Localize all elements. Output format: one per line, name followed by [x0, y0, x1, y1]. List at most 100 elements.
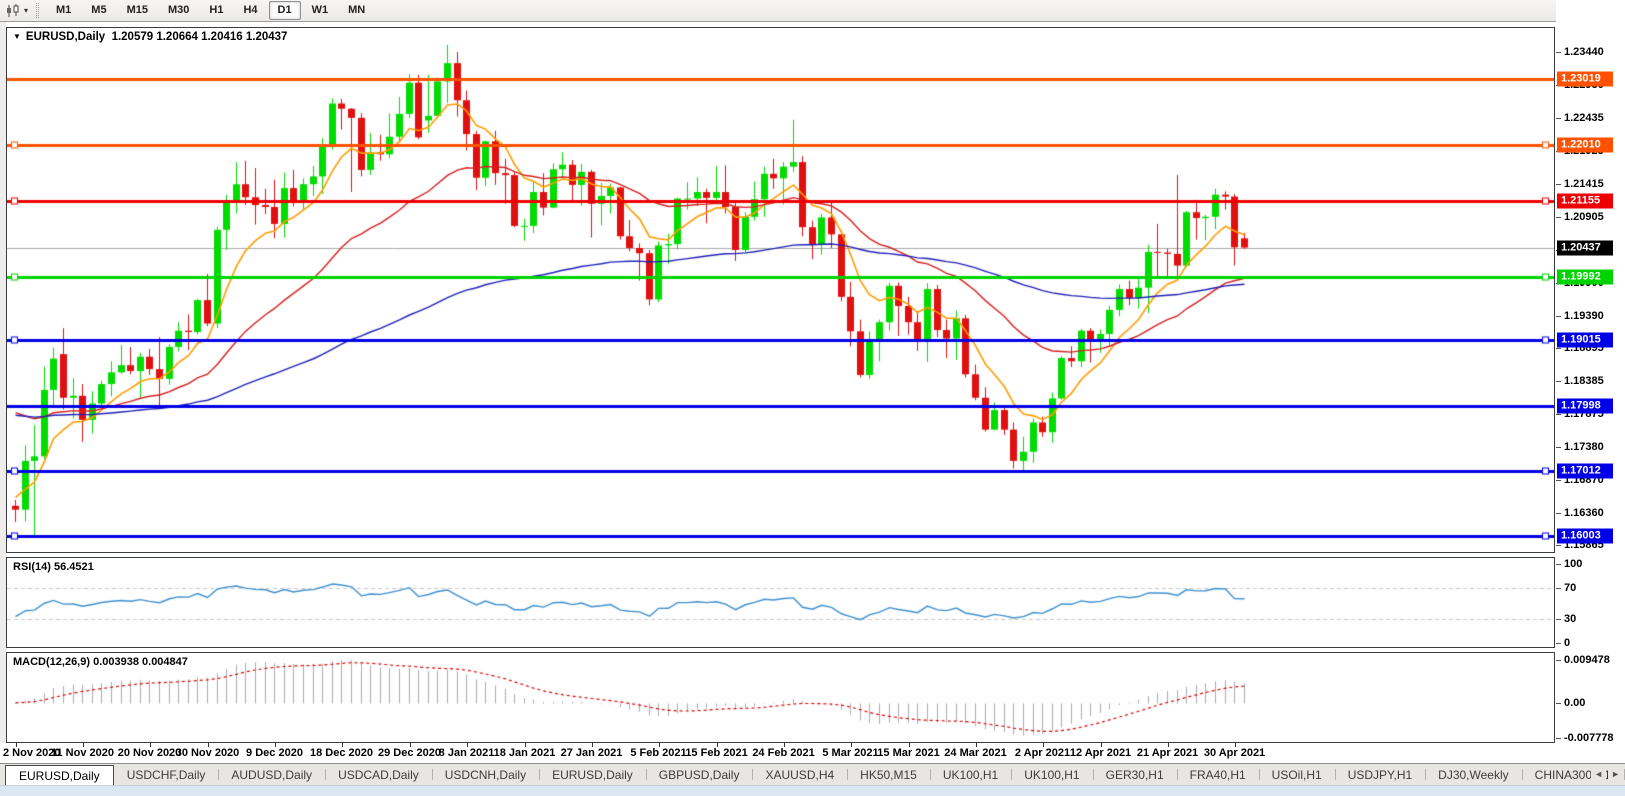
- chart-tab-17[interactable]: U: [1623, 764, 1625, 785]
- price-axis-tick: 1.20905: [1556, 211, 1604, 223]
- timeframe-button-w1[interactable]: W1: [311, 4, 329, 16]
- macd-label: MACD(12,26,9) 0.003938 0.004847: [13, 656, 188, 668]
- chart-tab-7[interactable]: XAUUSD,H4: [752, 764, 847, 785]
- macd-axis-label: 0.00: [1556, 697, 1585, 709]
- date-label: 9 Dec 2020: [246, 747, 303, 759]
- symbol-dropdown-icon[interactable]: ▼: [13, 32, 21, 41]
- timeframe-button-mn[interactable]: MN: [348, 4, 366, 16]
- price-level-badge: 1.17012: [1557, 463, 1613, 478]
- date-label: 20 Nov 2020: [117, 747, 182, 759]
- price-axis-tick: 1.23440: [1556, 46, 1604, 58]
- date-label: 30 Nov 2020: [175, 747, 240, 759]
- left-window-frame: [0, 22, 6, 743]
- date-label: 2 Nov 2020: [3, 747, 61, 759]
- rsi-axis-label: 100: [1556, 558, 1582, 570]
- date-tick: [717, 743, 718, 747]
- date-tick: [1101, 743, 1102, 747]
- timeframe-button-m15[interactable]: M15: [126, 4, 148, 16]
- current-price-badge: 1.20437: [1557, 240, 1613, 256]
- chart-title-symbol: EURUSD,Daily: [25, 31, 106, 43]
- date-tick: [851, 743, 852, 747]
- candlestick-canvas[interactable]: [7, 28, 1554, 552]
- chart-tab-0[interactable]: EURUSD,Daily: [5, 765, 114, 785]
- date-label: 8 Jan 2021: [438, 747, 495, 759]
- date-tick: [976, 743, 977, 747]
- chart-tab-9[interactable]: UK100,H1: [929, 764, 1011, 785]
- date-label: 2 Apr 2021: [1014, 747, 1071, 759]
- chart-tab-8[interactable]: HK50,M15: [847, 764, 930, 785]
- rsi-canvas[interactable]: [7, 558, 1554, 647]
- timeframe-button-h4[interactable]: H4: [243, 4, 258, 16]
- pane-splitter-rsi[interactable]: [6, 553, 1555, 557]
- timeframe-button-m30[interactable]: M30: [167, 4, 190, 16]
- rsi-axis-label: 0: [1556, 637, 1570, 649]
- date-tick: [1043, 743, 1044, 747]
- macd-canvas[interactable]: [7, 653, 1554, 742]
- rsi-axis-label: 30: [1556, 613, 1576, 625]
- date-label: 5 Feb 2021: [630, 747, 687, 759]
- price-level-badge: 1.16003: [1557, 528, 1613, 544]
- price-level-badge: 1.17998: [1557, 398, 1613, 414]
- chart-tab-15[interactable]: DJ30,Weekly: [1425, 764, 1521, 785]
- date-tick: [410, 743, 411, 747]
- date-label: 18 Dec 2020: [310, 747, 373, 759]
- chart-type-icon[interactable]: [3, 3, 23, 19]
- date-tick: [1168, 743, 1169, 747]
- date-label: 18 Jan 2021: [493, 747, 556, 759]
- date-label: 15 Mar 2021: [877, 747, 940, 759]
- macd-axis-label: -0.007778: [1556, 732, 1614, 744]
- date-label: 30 Apr 2021: [1203, 747, 1266, 759]
- chart-tab-12[interactable]: FRA40,H1: [1176, 764, 1259, 785]
- date-label: 29 Dec 2020: [378, 747, 441, 759]
- status-bar: [0, 785, 1625, 796]
- date-tick: [1235, 743, 1236, 747]
- timeframe-button-m5[interactable]: M5: [91, 4, 107, 16]
- timeframe-button-h1[interactable]: H1: [209, 4, 224, 16]
- price-level-badge: 1.19015: [1557, 332, 1613, 348]
- chart-tab-3[interactable]: USDCAD,Daily: [325, 764, 432, 785]
- price-axis-tick: 1.22435: [1556, 112, 1604, 124]
- chart-tab-11[interactable]: GER30,H1: [1092, 764, 1177, 785]
- date-label: 24 Mar 2021: [944, 747, 1007, 759]
- date-tick: [467, 743, 468, 747]
- chart-tab-6[interactable]: GBPUSD,Daily: [645, 764, 753, 785]
- price-level-badge: 1.21155: [1557, 193, 1613, 209]
- chart-tab-bar: ◄ ► EURUSD,Daily USDCHF,Daily AUDUSD,Daily…: [0, 763, 1625, 785]
- chart-tab-10[interactable]: UK100,H1: [1011, 764, 1092, 785]
- price-axis-tick: 1.17380: [1556, 441, 1604, 453]
- tab-scroll-left-button[interactable]: ◄: [1591, 767, 1607, 781]
- price-axis-tick: 1.21415: [1556, 178, 1604, 190]
- top-toolbar: ▾ M1 M5 M15 M30 H1 H4 D1 W1 MN: [0, 0, 1625, 22]
- chart-tab-4[interactable]: USDCNH,Daily: [431, 764, 539, 785]
- date-tick: [16, 743, 17, 747]
- pane-splitter-macd[interactable]: [6, 648, 1555, 652]
- price-axis-tick: 1.19390: [1556, 310, 1604, 322]
- rsi-label: RSI(14) 56.4521: [13, 561, 94, 573]
- rsi-axis-label: 70: [1556, 582, 1576, 594]
- date-label: 21 Apr 2021: [1136, 747, 1199, 759]
- date-tick: [275, 743, 276, 747]
- date-label: 15 Feb 2021: [685, 747, 748, 759]
- price-level-badge: 1.19992: [1557, 269, 1613, 285]
- toolbar-grip[interactable]: [36, 3, 40, 18]
- chart-tab-14[interactable]: USDJPY,H1: [1334, 764, 1425, 785]
- timeframe-button-d1[interactable]: D1: [268, 1, 301, 20]
- chart-tab-5[interactable]: EURUSD,Daily: [539, 764, 646, 785]
- chart-tab-13[interactable]: USOil,H1: [1258, 764, 1335, 785]
- tab-scroll-right-button[interactable]: ►: [1608, 767, 1623, 781]
- chart-tab-2[interactable]: AUDUSD,Daily: [218, 764, 325, 785]
- chart-tab-1[interactable]: USDCHF,Daily: [126, 767, 206, 782]
- timeframe-button-m1[interactable]: M1: [56, 4, 72, 16]
- price-level-badge: 1.22010: [1557, 137, 1613, 153]
- chart-type-dropdown-icon[interactable]: ▾: [24, 6, 29, 15]
- price-axis-tick: 1.16360: [1556, 507, 1604, 519]
- date-label: 12 Apr 2021: [1069, 747, 1132, 759]
- macd-axis-label: 0.009478: [1556, 654, 1610, 666]
- date-tick: [909, 743, 910, 747]
- date-label: 11 Nov 2020: [51, 747, 114, 759]
- date-label: 24 Feb 2021: [752, 747, 815, 759]
- chart-title-ohlc: 1.20579 1.20664 1.20416 1.20437: [111, 31, 288, 43]
- date-label: 27 Jan 2021: [560, 747, 623, 759]
- date-tick: [525, 743, 526, 747]
- date-tick: [592, 743, 593, 747]
